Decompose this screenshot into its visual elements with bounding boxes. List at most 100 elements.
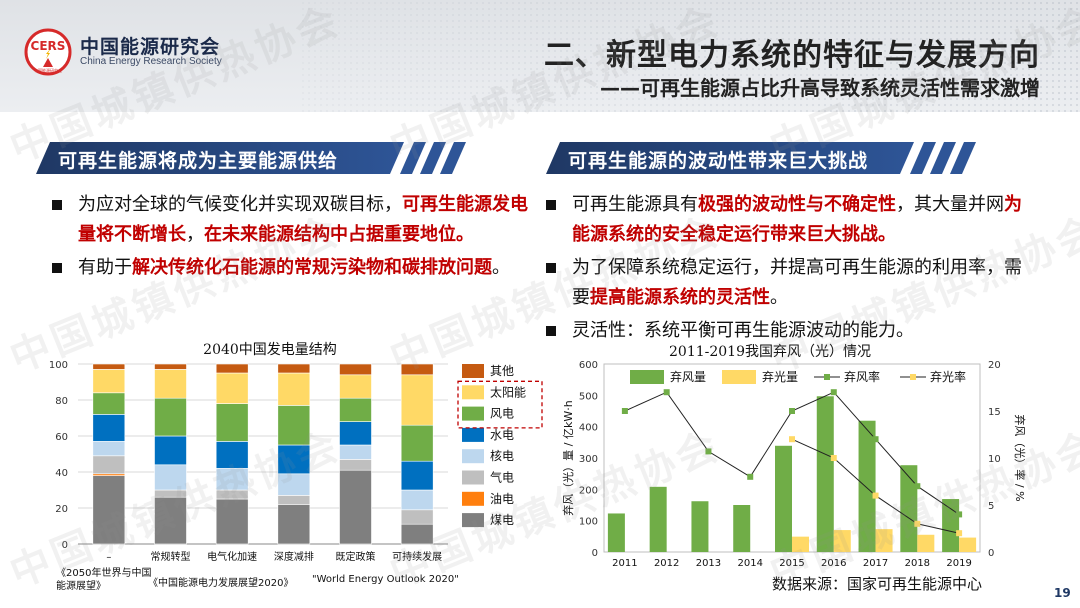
x-tick-label: – xyxy=(106,552,111,563)
legend-label: 太阳能 xyxy=(490,384,526,399)
legend-swatch xyxy=(722,370,756,384)
legend-label: 弃风率 xyxy=(844,369,880,384)
wind-rate-marker xyxy=(830,389,837,396)
bar-segment xyxy=(92,363,126,370)
header-pattern xyxy=(300,0,1080,112)
right-banner: 可再生能源的波动性带来巨大挑战 xyxy=(546,142,986,174)
wind-rate-marker xyxy=(747,473,754,480)
bar-segment xyxy=(215,489,249,500)
data-source: 数据来源：国家可再生能源中心 xyxy=(772,575,983,593)
bar-segment xyxy=(154,369,187,399)
bar-segment xyxy=(277,495,311,505)
renewables-highlight-box xyxy=(457,380,543,429)
legend-swatch xyxy=(462,491,484,506)
highlight-text: 极强的波动性与不确定性 xyxy=(698,194,896,215)
x-tick-label: 可持续发展 xyxy=(392,550,442,563)
y-left-tick-label: 300 xyxy=(579,454,598,465)
bar-segment xyxy=(339,397,372,422)
y-tick-label: 80 xyxy=(55,396,68,407)
legend-swatch xyxy=(462,470,484,485)
bar-segment xyxy=(400,489,434,511)
solar-rate-marker xyxy=(830,455,837,461)
cers-logo: CERS 中国能源研究会 xyxy=(24,28,72,76)
bar-segment xyxy=(154,464,187,491)
y-tick-label: 60 xyxy=(55,432,68,443)
x-tick-label: 深度减排 xyxy=(274,550,314,563)
bullet-text: 。 xyxy=(492,257,510,278)
bullet-text: ，其大量并网 xyxy=(896,194,1004,215)
highlight-text: 可再生能源发电量将不断增长 xyxy=(78,194,528,245)
bar-segment xyxy=(277,363,311,374)
bullet-text: 为了保障系统稳定运行，并提高可再生能源的利用率，需要 xyxy=(572,257,1022,308)
left-banner-text: 可再生能源将成为主要能源供给 xyxy=(58,150,339,172)
y-right-tick-label: 10 xyxy=(988,454,1001,465)
legend-label: 其他 xyxy=(490,364,514,378)
left-bullet-list: 为应对全球的气候变化并实现双碳目标，可再生能源发电量将不断增长，在未来能源结构中… xyxy=(50,190,532,286)
org-name-cn: 中国能源研究会 xyxy=(80,36,221,58)
bar-segment xyxy=(339,459,372,471)
y-tick-label: 20 xyxy=(55,504,68,515)
solar-rate-marker xyxy=(789,436,795,443)
y-tick-label: 0 xyxy=(62,540,68,551)
legend-swatch xyxy=(462,427,484,442)
bullet-square xyxy=(546,326,556,336)
left-chart-title: 2040中国发电量结构 xyxy=(203,342,337,358)
y-right-tick-label: 15 xyxy=(988,407,1001,418)
highlight-text: 提高能源系统的灵活性 xyxy=(590,287,770,308)
wind-rate-marker xyxy=(663,389,670,396)
legend-swatch xyxy=(462,513,484,528)
bar-segment xyxy=(92,369,126,394)
wind-rate-marker xyxy=(705,448,712,455)
bar-segment xyxy=(277,444,311,475)
bar-segment xyxy=(92,455,126,475)
solar-curtailment-bar xyxy=(959,537,977,552)
bullet-square xyxy=(52,263,62,273)
right-bullet-list: 可再生能源具有极强的波动性与不确定性，其大量并网为能源系统的安全稳定运行带来巨大… xyxy=(544,190,1028,349)
wind-rate-marker xyxy=(956,511,963,518)
bullet-item: 为应对全球的气候变化并实现双碳目标，可再生能源发电量将不断增长，在未来能源结构中… xyxy=(50,190,532,250)
solar-curtailment-bar xyxy=(792,536,809,552)
x-tick-label: 2017 xyxy=(863,558,888,569)
y-left-tick-label: 200 xyxy=(579,485,598,496)
solar-curtailment-bar xyxy=(833,530,851,552)
x-tick-label: 2016 xyxy=(821,558,846,569)
bullet-item: 可再生能源具有极强的波动性与不确定性，其大量并网为能源系统的安全稳定运行带来巨大… xyxy=(544,190,1028,250)
bar-segment xyxy=(215,403,249,442)
page-title: 二、新型电力系统的特征与发展方向 xyxy=(544,38,1040,73)
legend-marker xyxy=(824,374,830,380)
right-chart-title: 2011-2019我国弃风（光）情况 xyxy=(669,344,871,360)
x-tick-label: 2014 xyxy=(737,558,762,569)
bar-segment xyxy=(339,421,372,446)
x-tick-label: 2012 xyxy=(654,558,679,569)
wind-rate-marker xyxy=(872,436,879,443)
bar-segment xyxy=(400,460,434,491)
bar-segment xyxy=(400,363,434,376)
source-note-2: 《中国能源电力发展展望2020》 xyxy=(148,578,294,589)
bar-segment xyxy=(154,397,187,437)
x-tick-label: 2013 xyxy=(696,558,721,569)
source-note-3: "World Energy Outlook 2020" xyxy=(312,574,459,585)
highlight-text: 为能源系统的安全稳定运行带来巨大挑战。 xyxy=(572,194,1022,245)
y-tick-label: 40 xyxy=(55,468,68,479)
page-subtitle: ——可再生能源占比升高导致系统灵活性需求激增 xyxy=(600,76,1040,100)
curtailment-chart: 0 100 200 300 400 500 600 0 5 10 15 20 弃风（光）量 / 亿kW·… xyxy=(561,360,1027,569)
bar-segment xyxy=(339,374,372,399)
solar-rate-marker xyxy=(956,530,963,537)
y-right-tick-label: 5 xyxy=(988,501,994,512)
logo-text: CERS xyxy=(31,39,66,53)
bullet-text: 灵活性：系统平衡可再生能源波动的能力。 xyxy=(572,320,914,341)
wind-curtailment-bar xyxy=(733,505,751,552)
bar-segment xyxy=(215,468,249,491)
org-name-en: China Energy Research Society xyxy=(80,56,222,67)
bar-segment xyxy=(92,392,126,415)
y-left-axis-label: 弃风（光）量 / 亿kW·h xyxy=(561,400,575,515)
legend-label: 油电 xyxy=(490,492,514,506)
wind-curtailment-bar xyxy=(858,420,876,552)
bar-segment xyxy=(339,444,372,460)
y-right-tick-label: 20 xyxy=(988,360,1001,371)
bar-segment xyxy=(277,405,311,446)
bar-segment xyxy=(277,372,311,406)
legend-label: 气电 xyxy=(490,470,514,485)
right-banner-shape xyxy=(546,142,976,174)
wind-curtailment-bar xyxy=(607,513,625,552)
